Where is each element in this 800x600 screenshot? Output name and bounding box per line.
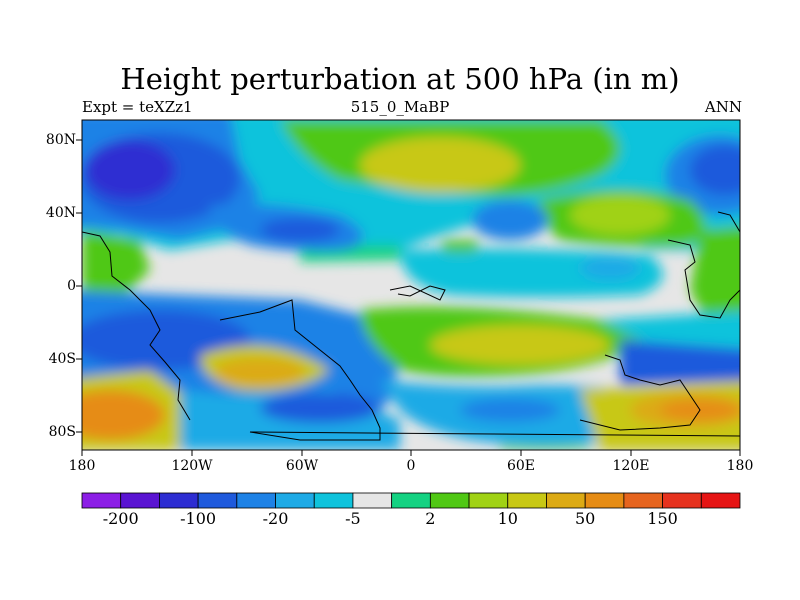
lon-tick-label: 120W <box>171 458 213 474</box>
colorbar-swatch <box>275 492 315 509</box>
colorbar-swatch <box>468 492 509 509</box>
colorbar-label: -100 <box>180 509 217 528</box>
coastlines <box>82 211 740 441</box>
colorbar-label: -20 <box>262 509 289 528</box>
contour-field <box>82 120 740 450</box>
time-label: 515_0_MaBP <box>350 98 450 116</box>
colorbar-label: 150 <box>647 509 678 528</box>
colorbar-swatch <box>623 492 663 509</box>
colorbar-swatch <box>313 492 354 509</box>
colorbar-label: 10 <box>497 509 518 528</box>
lat-tick-label: 40N <box>45 205 76 221</box>
colorbar-label: -5 <box>345 509 361 528</box>
colorbar-swatch <box>507 492 547 509</box>
lat-tick-label: 80N <box>45 132 76 148</box>
lon-tick-label: 60W <box>285 458 319 474</box>
colorbar <box>81 492 741 509</box>
colorbar-swatch <box>700 492 741 509</box>
colorbar-swatch <box>197 492 238 509</box>
season-label: ANN <box>704 98 742 116</box>
colorbar-label: -200 <box>102 509 139 528</box>
lat-tick-label: 40S <box>48 351 76 367</box>
colorbar-swatch <box>120 492 160 509</box>
colorbar-swatch <box>159 492 199 509</box>
colorbar-swatch <box>584 492 625 509</box>
plot-title: Height perturbation at 500 hPa (in m) <box>120 62 680 96</box>
lon-tick-label: 180 <box>68 458 96 474</box>
colorbar-swatch <box>81 492 122 509</box>
experiment-label: Expt = teXZz1 <box>82 98 193 116</box>
lat-tick-label: 80S <box>48 424 76 440</box>
colorbar-swatch <box>391 492 431 509</box>
colorbar-label: 2 <box>425 509 436 528</box>
colorbar-label: 50 <box>574 509 596 528</box>
lon-tick-label: 60E <box>506 458 536 474</box>
lat-tick-label: 0 <box>67 278 76 294</box>
lon-tick-label: 180 <box>726 458 754 474</box>
lon-tick-label: 0 <box>406 458 416 474</box>
colorbar-swatch <box>662 492 702 509</box>
colorbar-swatch <box>429 492 470 509</box>
colorbar-swatch <box>236 492 276 509</box>
colorbar-swatch <box>352 492 393 509</box>
lon-tick-label: 120E <box>612 458 650 474</box>
colorbar-swatch <box>546 492 586 509</box>
axis-ticks <box>76 139 741 456</box>
